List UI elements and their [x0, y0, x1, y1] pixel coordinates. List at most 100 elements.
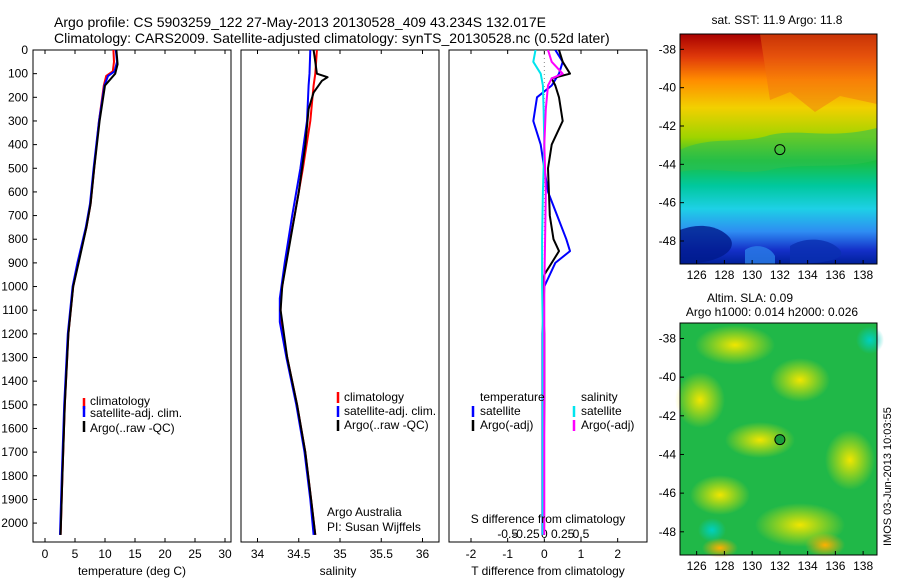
- sla-map-title: Altim. SLA: 0.09: [707, 291, 793, 305]
- y-tick-label: 800: [8, 232, 28, 246]
- sla-high-2: [675, 372, 725, 428]
- map-x-tick-label: 136: [825, 268, 845, 282]
- legend-label-s-satellite: satellite: [581, 404, 622, 418]
- x-tick-label: 25: [188, 547, 202, 561]
- legend-label-t-argo: Argo(-adj): [480, 418, 533, 432]
- legend-title-salinity: salinity: [581, 390, 618, 404]
- y-tick-label: 1800: [1, 469, 28, 483]
- salinity-annotation-pi: PI: Susan Wijffels: [327, 520, 421, 534]
- map-x-tick-label: 128: [714, 268, 734, 282]
- sla-high-3: [770, 358, 830, 402]
- difference-panel: -2 -1 0 1 2 -0.5-0.2500.250.5 T difference f…: [448, 49, 648, 578]
- temperature-series: [59, 50, 119, 535]
- map-y-tick-label: -44: [659, 447, 677, 461]
- x-tick-label: 20: [158, 547, 172, 561]
- map-y-tick-label: -38: [659, 331, 677, 345]
- sla-low-2: [856, 326, 884, 354]
- salinity-xticks: 34 34.5 35 35.5 36: [251, 50, 430, 561]
- temperature-xlabel: temperature (deg C): [78, 564, 186, 578]
- map-y-tick-label: -46: [659, 486, 677, 500]
- salinity-annotation-institution: Argo Australia: [327, 505, 402, 519]
- sla-map-ticks: 126 128 130 132 134 136 138 -38 -40 -42 -44 -46 -48: [659, 331, 874, 573]
- x-tick-label: 15: [128, 547, 142, 561]
- y-tick-label: 0: [21, 43, 28, 57]
- y-tick-label: 200: [8, 90, 28, 104]
- map-x-tick-label: 136: [825, 559, 845, 573]
- x-tick-label-salinity: 0.5: [573, 527, 590, 541]
- x-tick-label: 36: [416, 547, 430, 561]
- header-line-2: Climatology: CARS2009. Satellite-adjuste…: [54, 30, 610, 46]
- x-tick-label: 5: [72, 547, 79, 561]
- series-climatology: [279, 50, 318, 536]
- legend-label-t-satellite: satellite: [480, 404, 521, 418]
- sla-high-1: [695, 325, 775, 365]
- x-tick-label: 10: [98, 547, 112, 561]
- series-satellite-adj-clim-: [278, 50, 315, 535]
- sst-cold-patch-mid: [745, 246, 775, 264]
- series-t-satellite: [532, 50, 571, 535]
- map-y-tick-label: -48: [659, 525, 677, 539]
- x-tick-label: -1: [502, 547, 513, 561]
- series-climatology: [59, 50, 115, 535]
- legend-label-argo: Argo(..raw -QC): [90, 421, 175, 435]
- x-tick-label: 1: [578, 547, 585, 561]
- x-tick-label: -2: [466, 547, 477, 561]
- y-tick-label: 500: [8, 161, 28, 175]
- y-tick-label: 1600: [1, 421, 28, 435]
- y-tick-label: 1300: [1, 351, 28, 365]
- series-argo-raw-qc-: [279, 50, 329, 536]
- y-tick-label: 400: [8, 138, 28, 152]
- y-tick-label: 1400: [1, 374, 28, 388]
- map-y-tick-label: -46: [659, 196, 677, 210]
- x-tick-label: 35.5: [370, 547, 394, 561]
- y-tick-label: 600: [8, 185, 28, 199]
- y-tick-label: 300: [8, 114, 28, 128]
- salinity-legend: climatology satellite-adj. clim. Argo(..…: [336, 390, 436, 432]
- legend-title-temperature: temperature: [480, 390, 545, 404]
- x-tick-label-salinity: -0.25: [512, 527, 540, 541]
- y-tick-label: 900: [8, 256, 28, 270]
- series-argo-raw-qc-: [59, 50, 119, 535]
- difference-xlabel: T difference from climatology: [471, 564, 625, 578]
- map-x-tick-label: 138: [853, 268, 873, 282]
- sla-high-4: [725, 422, 795, 458]
- map-x-tick-label: 130: [742, 268, 762, 282]
- x-tick-label-salinity: 0.25: [551, 527, 575, 541]
- y-tick-label: 100: [8, 67, 28, 81]
- series-s-satellite: [532, 50, 546, 535]
- x-tick-label: 35: [333, 547, 347, 561]
- map-x-tick-label: 132: [770, 559, 790, 573]
- map-x-tick-label: 134: [798, 559, 818, 573]
- sla-low-1: [698, 518, 726, 542]
- sla-high-6: [690, 475, 750, 515]
- y-tick-label: 1500: [1, 398, 28, 412]
- sla-max-south: [805, 533, 845, 557]
- legend-label-satellite: satellite-adj. clim.: [344, 404, 436, 418]
- imos-timestamp: IMOS 03-Jun-2013 10:03:55: [882, 407, 894, 546]
- salinity-xlabel: salinity: [320, 564, 357, 578]
- sla-max-southwest: [702, 538, 738, 558]
- sst-field: [680, 34, 877, 264]
- y-tick-label: 1900: [1, 492, 28, 506]
- map-x-tick-label: 138: [853, 559, 873, 573]
- sla-map-subtitle: Argo h1000: 0.014 h2000: 0.026: [686, 305, 858, 319]
- temperature-axes-box: [32, 49, 232, 543]
- x-tick-label: 30: [218, 547, 232, 561]
- map-y-tick-label: -40: [659, 370, 677, 384]
- salinity-series: [278, 50, 329, 536]
- map-y-tick-label: -48: [659, 234, 677, 248]
- map-y-tick-label: -42: [659, 409, 677, 423]
- difference-legend: temperature satellite Argo(-adj) salinit…: [471, 390, 634, 432]
- series-satellite-adj-clim-: [59, 50, 118, 535]
- sla-map-panel: Altim. SLA: 0.09 Argo h1000: 0.014 h2000…: [659, 291, 884, 573]
- salinity-panel: 34 34.5 35 35.5 36 salinity climatology sate…: [240, 49, 440, 578]
- series-t-argo-adj-: [541, 50, 571, 535]
- map-y-tick-label: -38: [659, 42, 677, 56]
- x-tick-label: 0: [541, 547, 548, 561]
- sla-argo-location-marker: [774, 434, 786, 446]
- x-tick-label-salinity: -0.5: [497, 527, 518, 541]
- y-tick-label: 700: [8, 209, 28, 223]
- legend-label-satellite: satellite-adj. clim.: [90, 406, 182, 420]
- legend-label-climatology: climatology: [344, 390, 404, 404]
